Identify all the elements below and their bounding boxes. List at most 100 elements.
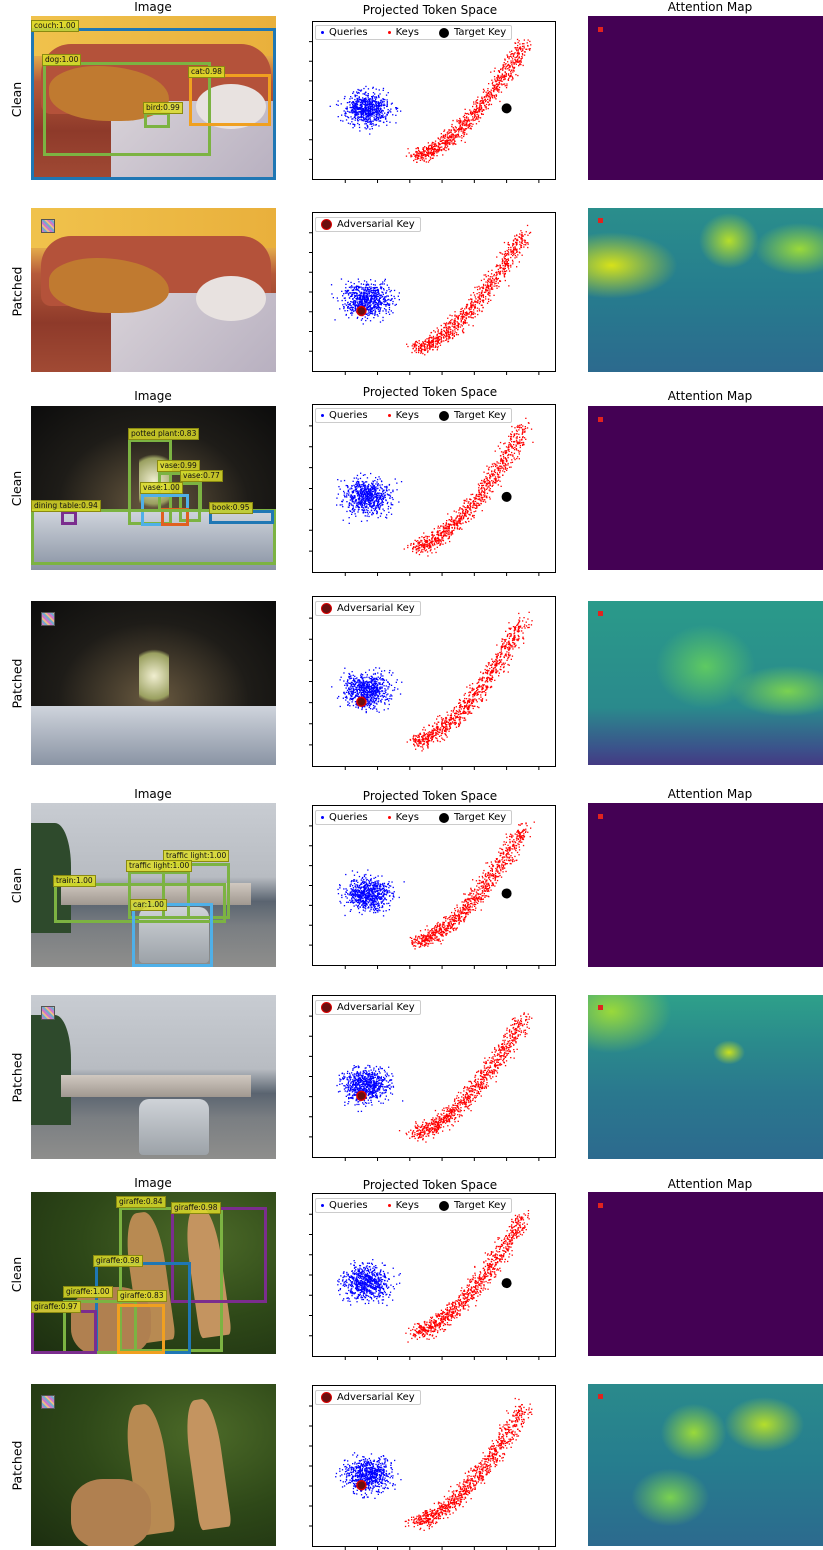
detection-label: giraffe:0.97 (31, 1301, 81, 1313)
token-scatter (313, 597, 555, 766)
attention-column-title: Attention Map (655, 0, 765, 14)
row-label: Patched (0, 996, 34, 1158)
space-column-title: Projected Token Space (345, 789, 515, 803)
row-label: Clean (0, 407, 34, 569)
space-column-title: Projected Token Space (345, 1178, 515, 1192)
query-marker (598, 814, 603, 819)
image-column-title: Image (103, 787, 203, 801)
row-label: Patched (0, 1384, 34, 1546)
scene-image (31, 208, 276, 372)
attention-column-title: Attention Map (655, 1177, 765, 1191)
detection-label: dog:1.00 (42, 54, 81, 66)
scene-image: potted plant:0.83 vase:0.99 vase:0.77 va… (31, 406, 276, 570)
query-marker (598, 417, 603, 422)
query-marker (598, 218, 603, 223)
detection-label: potted plant:0.83 (128, 428, 199, 440)
queries-marker (321, 31, 324, 34)
adversarial-key-point (357, 1481, 366, 1490)
detection-box (117, 1304, 165, 1354)
target-key-point (502, 1278, 512, 1288)
scene-image: couch:1.00 dog:1.00 cat:0.98 bird:0.99 (31, 16, 276, 180)
legend: Adversarial Key (315, 217, 421, 232)
token-space-plot: Queries Keys Target Key (312, 805, 556, 966)
space-column-title: Projected Token Space (345, 3, 515, 17)
token-scatter (313, 22, 555, 179)
token-scatter (313, 1194, 555, 1356)
attention-map (588, 601, 823, 765)
space-column-title: Projected Token Space (345, 385, 515, 399)
token-space-plot: Adversarial Key (312, 995, 556, 1158)
detection-label: dining table:0.94 (31, 500, 101, 512)
target-key-point (502, 888, 512, 898)
detection-label: book:0.95 (209, 502, 253, 514)
attention-map (588, 1192, 823, 1356)
token-scatter (313, 1386, 555, 1546)
detection-label: giraffe:0.98 (93, 1255, 143, 1267)
detection-label: cat:0.98 (188, 66, 225, 78)
token-scatter (313, 806, 555, 965)
adversarial-patch (41, 1395, 55, 1409)
attention-map (588, 1384, 823, 1546)
queries-marker (321, 414, 324, 417)
image-column-title: Image (103, 389, 203, 403)
target-key-marker (439, 813, 449, 823)
detection-label: car:1.00 (130, 899, 167, 911)
detection-label: train:1.00 (53, 875, 96, 887)
detection-label: giraffe:0.84 (116, 1196, 166, 1208)
keys-marker (388, 414, 391, 417)
detection-box (189, 74, 271, 126)
image-column-title: Image (103, 0, 203, 14)
adversarial-patch (41, 219, 55, 233)
adversarial-key-marker (321, 603, 332, 614)
attention-map (588, 406, 823, 570)
detection-label: couch:1.00 (31, 20, 79, 32)
detection-label: traffic light:1.00 (126, 860, 192, 872)
detection-label: bird:0.99 (143, 102, 183, 114)
legend: Queries Keys Target Key (315, 408, 512, 423)
detection-label: vase:1.00 (140, 482, 183, 494)
keys-marker (388, 31, 391, 34)
legend: Adversarial Key (315, 1000, 421, 1015)
query-marker (598, 27, 603, 32)
scene-image: traffic light:1.00 traffic light:1.00 tr… (31, 803, 276, 967)
detection-label: vase:0.77 (180, 470, 223, 482)
row-label: Patched (0, 210, 34, 372)
target-key-marker (439, 1201, 449, 1211)
legend: Queries Keys Target Key (315, 1198, 512, 1213)
legend: Queries Keys Target Key (315, 810, 512, 825)
token-scatter (313, 405, 555, 572)
target-key-marker (439, 28, 449, 38)
legend: Adversarial Key (315, 1390, 421, 1405)
detection-box (31, 1310, 97, 1354)
legend: Queries Keys Target Key (315, 25, 512, 40)
token-scatter (313, 996, 555, 1157)
target-key-marker (439, 411, 449, 421)
token-space-plot: Queries Keys Target Key (312, 1193, 556, 1357)
token-scatter (313, 213, 555, 371)
detection-label: giraffe:0.83 (117, 1290, 167, 1302)
detection-box (43, 62, 211, 156)
adversarial-key-marker (321, 1002, 332, 1013)
detection-label: giraffe:0.98 (171, 1202, 221, 1214)
scene-image (31, 995, 276, 1159)
queries-marker (321, 1204, 324, 1207)
attention-column-title: Attention Map (655, 787, 765, 801)
scene-image: giraffe:0.84 giraffe:0.98 giraffe:0.98 g… (31, 1192, 276, 1354)
adversarial-key-marker (321, 219, 332, 230)
attention-map (588, 995, 823, 1159)
target-key-point (502, 492, 512, 502)
attention-map (588, 208, 823, 372)
adversarial-key-point (357, 1091, 366, 1100)
token-space-plot: Adversarial Key (312, 1385, 556, 1547)
query-marker (598, 1203, 603, 1208)
row-label: Clean (0, 804, 34, 966)
target-key-point (502, 103, 512, 113)
token-space-plot: Adversarial Key (312, 596, 556, 767)
adversarial-key-point (357, 306, 366, 315)
queries-marker (321, 816, 324, 819)
attention-column-title: Attention Map (655, 389, 765, 403)
keys-marker (388, 1204, 391, 1207)
legend: Adversarial Key (315, 601, 421, 616)
scene-image (31, 1384, 276, 1546)
adversarial-key-marker (321, 1392, 332, 1403)
